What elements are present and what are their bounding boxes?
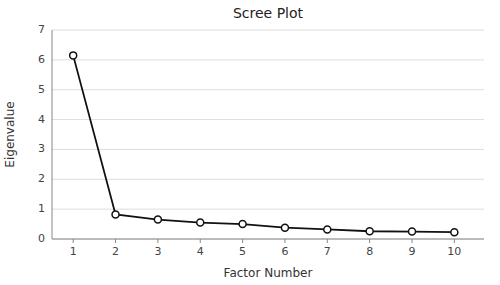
y-tick-label: 3: [38, 142, 45, 155]
chart: 0 1 2 3 4 5 6 7 1 2 3 4 5 6 7 8 9 10 Scree Plot Factor Numb…: [0, 0, 500, 285]
marker: [112, 211, 119, 218]
marker: [281, 224, 288, 231]
y-tick-label: 5: [38, 83, 45, 96]
y-tick-label: 0: [38, 232, 45, 245]
marker: [70, 52, 77, 59]
x-tick: [454, 239, 455, 243]
marker: [409, 228, 416, 235]
grid-line: [52, 89, 484, 90]
y-tick-label: 6: [38, 53, 45, 66]
x-tick: [369, 239, 370, 243]
x-tick-label: 4: [197, 245, 204, 258]
x-tick-label: 8: [366, 245, 373, 258]
title: Scree Plot: [233, 5, 304, 21]
x-tick: [115, 239, 116, 243]
x-tick: [200, 239, 201, 243]
y-tick-label: 1: [38, 202, 45, 215]
x-tick-label: 5: [239, 245, 246, 258]
x-tick: [327, 239, 328, 243]
grid-line: [52, 119, 484, 120]
x-tick: [73, 239, 74, 243]
x-tick: [242, 239, 243, 243]
grid-line: [52, 179, 484, 180]
x-tick-label: 6: [281, 245, 288, 258]
chart-container: 0 1 2 3 4 5 6 7 1 2 3 4 5 6 7 8 9 10 Scree Plot Factor Numb…: [0, 0, 500, 285]
y-tick-label: 4: [38, 113, 45, 126]
x-tick: [157, 239, 158, 243]
x-tick-label: 10: [447, 245, 461, 258]
x-tick-label: 2: [112, 245, 119, 258]
x-tick-label: 3: [154, 245, 161, 258]
grid-line: [52, 209, 484, 210]
marker: [154, 216, 161, 223]
x-axis: [52, 239, 484, 240]
grid: [52, 30, 484, 239]
marker: [197, 219, 204, 226]
y-axis: [52, 30, 53, 239]
grid-line: [52, 30, 484, 31]
marker: [366, 228, 373, 235]
line: [73, 55, 454, 232]
marker: [239, 221, 246, 228]
x-tick: [412, 239, 413, 243]
marker: [324, 226, 331, 233]
y-tick-label: 2: [38, 172, 45, 185]
x-tick-label: 7: [324, 245, 331, 258]
grid-line: [52, 149, 484, 150]
y-axis-label: Eigenvalue: [3, 101, 17, 167]
grid-line: [52, 239, 484, 240]
y-tick-label: 7: [38, 23, 45, 36]
marker: [451, 229, 458, 236]
x-tick-label: 1: [70, 245, 77, 258]
x-tick: [284, 239, 285, 243]
x-axis-label: Factor Number: [224, 266, 313, 280]
grid-line: [52, 59, 484, 60]
series: [70, 52, 458, 236]
x-tick-label: 9: [409, 245, 416, 258]
